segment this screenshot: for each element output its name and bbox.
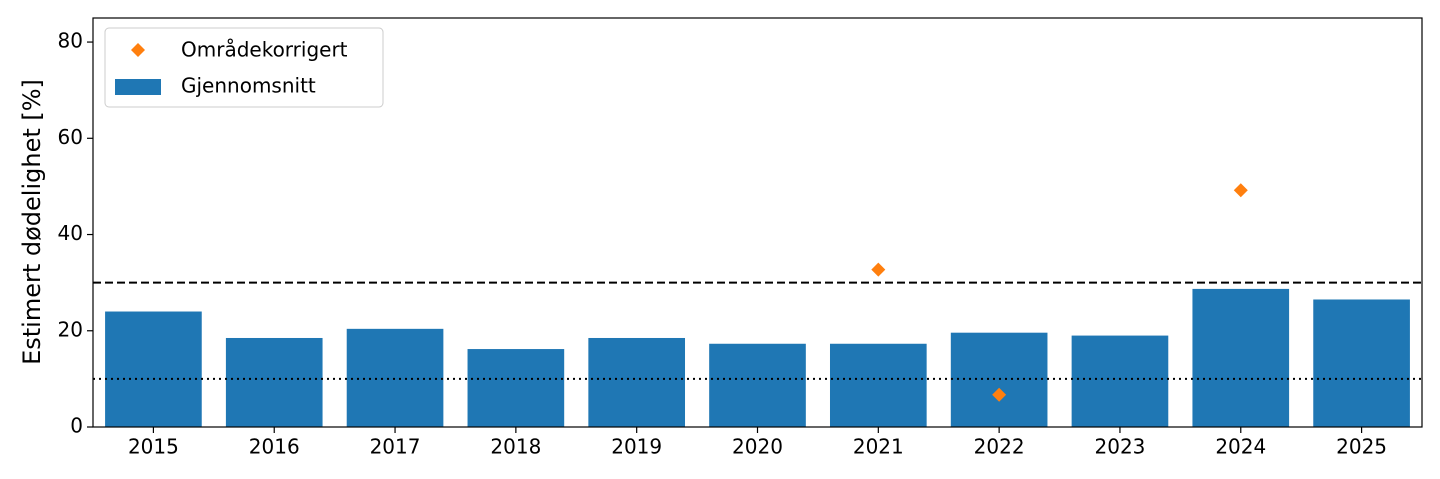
marker (871, 262, 886, 277)
plot-frame (92, 17, 1423, 428)
y-axis-label: Estimert dødelighet [%] (18, 79, 46, 365)
legend-label: Gjennomsnitt (181, 74, 316, 98)
marker (1233, 183, 1248, 198)
x-tick-label: 2020 (732, 435, 783, 459)
bar (1192, 288, 1290, 427)
y-tick-label: 20 (58, 317, 83, 341)
y-tick-label: 60 (58, 125, 83, 149)
bar (467, 349, 565, 427)
y-tick-label: 0 (70, 414, 83, 438)
x-tick-label: 2022 (974, 435, 1025, 459)
marker (992, 387, 1007, 402)
bar (709, 343, 806, 427)
x-tick-label: 2021 (853, 435, 904, 459)
legend-frame (104, 27, 384, 108)
legend-swatch (131, 43, 145, 57)
x-tick-label: 2023 (1095, 435, 1146, 459)
x-tick-label: 2018 (490, 435, 541, 459)
bar (1313, 299, 1410, 427)
legend-swatch (115, 79, 161, 95)
x-tick-label: 2016 (249, 435, 300, 459)
x-tick-label: 2017 (370, 435, 421, 459)
x-tick-label: 2025 (1336, 435, 1387, 459)
bar (829, 343, 927, 427)
y-tick-label: 80 (58, 29, 83, 53)
bar (346, 328, 444, 427)
bar (225, 337, 323, 427)
x-tick-label: 2015 (128, 435, 179, 459)
legend: Områdekorrigert Gjennomsnitt (104, 27, 384, 108)
bar (588, 337, 686, 427)
bar (105, 311, 202, 427)
x-tick-label: 2024 (1215, 435, 1266, 459)
legend-label: Områdekorrigert (181, 38, 348, 62)
x-tick-label: 2019 (611, 435, 662, 459)
bar (1071, 335, 1169, 427)
y-tick-label: 40 (58, 221, 83, 245)
